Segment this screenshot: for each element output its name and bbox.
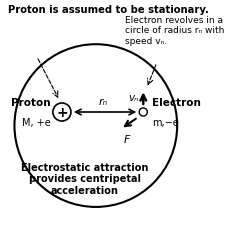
Text: M, +e: M, +e xyxy=(22,117,50,127)
Text: vₙ: vₙ xyxy=(128,93,139,103)
Text: Electron revolves in a
circle of radius rₙ with
speed vₙ.: Electron revolves in a circle of radius … xyxy=(125,16,225,45)
Text: F: F xyxy=(124,134,130,144)
Text: Electron: Electron xyxy=(152,98,201,108)
Text: Electrostatic attraction
provides centripetal
acceleration: Electrostatic attraction provides centri… xyxy=(21,162,148,195)
Text: +: + xyxy=(56,106,68,119)
Text: Proton is assumed to be stationary.: Proton is assumed to be stationary. xyxy=(8,4,208,14)
Text: Proton: Proton xyxy=(11,98,51,108)
Text: m,−e: m,−e xyxy=(152,117,178,127)
Text: rₙ: rₙ xyxy=(98,97,108,107)
